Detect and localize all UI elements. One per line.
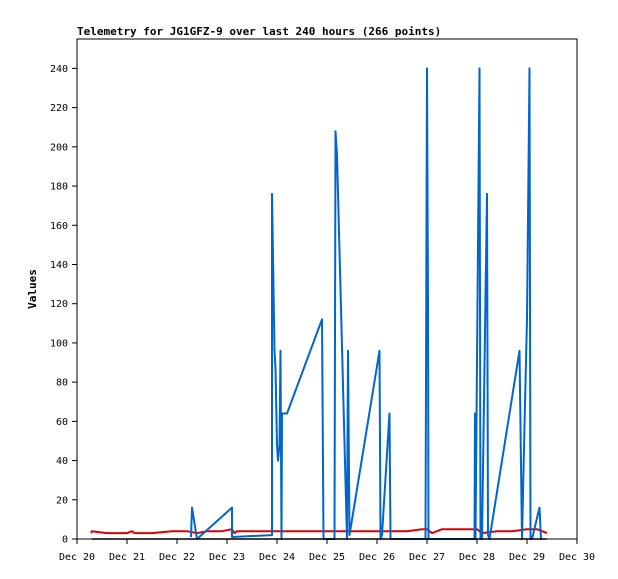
y-tick-label: 200	[50, 142, 68, 153]
y-axis: 0 20 40 60 80 100 120 140 160 180 200 220 240	[50, 64, 77, 546]
y-tick-label: 60	[56, 417, 68, 428]
y-tick-label: 0	[62, 535, 68, 546]
x-tick-label: Dec 21	[109, 552, 145, 563]
x-tick-label: Dec 25	[309, 552, 345, 563]
y-tick-label: 100	[50, 338, 68, 349]
y-tick-label: 220	[50, 103, 68, 114]
x-tick-label: Dec 24	[259, 552, 295, 563]
x-tick-label: Dec 26	[359, 552, 395, 563]
x-tick-label: Dec 28	[459, 552, 495, 563]
x-tick-label: Dec 23	[209, 552, 245, 563]
y-axis-label: Values	[26, 269, 39, 309]
y-tick-label: 40	[56, 456, 68, 467]
x-tick-label: Dec 22	[159, 552, 195, 563]
x-axis: Dec 20 Dec 21 Dec 22 Dec 23 Dec 24 Dec 25 Dec …	[59, 539, 595, 563]
y-tick-label: 80	[56, 378, 68, 389]
series-line-2	[190, 67, 542, 540]
y-tick-label: 160	[50, 221, 68, 232]
x-tick-label: Dec 29	[509, 552, 545, 563]
y-tick-label: 120	[50, 299, 68, 310]
x-tick-label: Dec 30	[559, 552, 595, 563]
x-tick-label: Dec 20	[59, 552, 95, 563]
chart-title: Telemetry for JG1GFZ-9 over last 240 hou…	[77, 25, 441, 38]
y-tick-label: 20	[56, 495, 68, 506]
series-line-1	[90, 528, 548, 535]
y-tick-label: 240	[50, 64, 68, 75]
y-tick-label: 140	[50, 260, 68, 271]
y-tick-label: 180	[50, 182, 68, 193]
x-tick-label: Dec 27	[409, 552, 445, 563]
data-series	[90, 67, 548, 540]
